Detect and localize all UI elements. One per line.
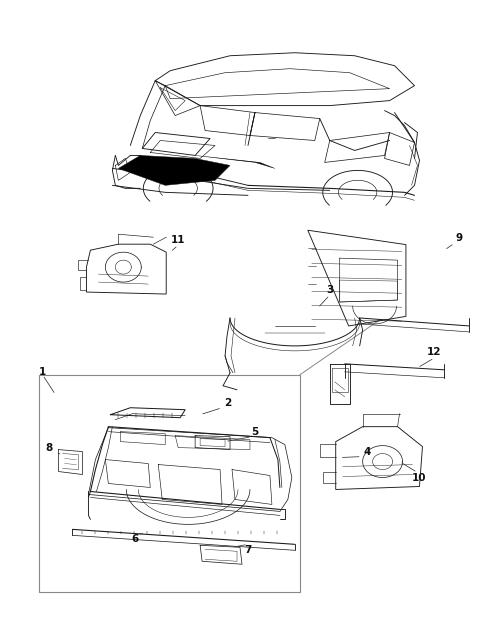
- Text: 3: 3: [326, 285, 334, 295]
- Text: 1: 1: [39, 367, 46, 377]
- Text: 4: 4: [364, 446, 372, 456]
- Text: 5: 5: [252, 427, 259, 436]
- Text: 8: 8: [45, 443, 52, 453]
- Text: 10: 10: [412, 472, 427, 482]
- Polygon shape: [195, 156, 275, 169]
- Polygon shape: [119, 156, 230, 185]
- Bar: [38, 375, 300, 592]
- Text: 6: 6: [132, 534, 139, 544]
- Text: 12: 12: [427, 347, 442, 357]
- Text: 9: 9: [456, 233, 463, 243]
- Text: 2: 2: [225, 398, 232, 408]
- Text: 7: 7: [244, 546, 252, 556]
- Text: 11: 11: [171, 235, 185, 245]
